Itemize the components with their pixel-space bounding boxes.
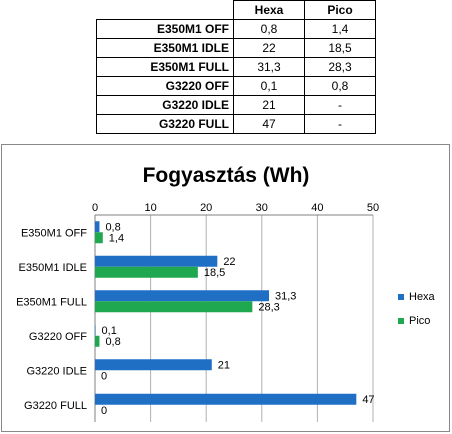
chart-title: Fogyasztás (Wh) [143, 164, 310, 187]
bar-hexa [95, 324, 96, 336]
table-row: G3220 IDLE 21 - [96, 95, 376, 115]
data-label-pico: 0 [101, 405, 107, 417]
legend-swatch-pico [398, 318, 404, 324]
bar-hexa [95, 221, 100, 233]
pico-value: - [304, 114, 376, 134]
legend-label-pico: Pico [409, 315, 430, 327]
category-label: E350M1 OFF [21, 227, 87, 239]
category-label: G3220 IDLE [26, 365, 87, 377]
data-label-hexa: 21 [218, 359, 230, 371]
category-label: E350M1 IDLE [19, 262, 87, 274]
category-label: G3220 OFF [29, 331, 87, 343]
pico-value: 1,4 [304, 19, 376, 39]
bar-pico [95, 266, 198, 278]
table-row: E350M1 IDLE 22 18,5 [96, 38, 376, 58]
table-row: E350M1 FULL 31,3 28,3 [96, 57, 376, 77]
hexa-value: 0,1 [233, 76, 305, 96]
row-label: E350M1 IDLE [96, 38, 234, 58]
bar-hexa [95, 359, 212, 371]
hexa-value: 21 [233, 95, 305, 115]
data-label-hexa: 47 [362, 394, 374, 406]
x-tick-label: 0 [92, 202, 98, 214]
hexa-value: 47 [233, 114, 305, 134]
data-label-hexa: 0,8 [105, 221, 120, 233]
row-label: G3220 IDLE [96, 95, 234, 115]
table-row: G3220 OFF 0,1 0,8 [96, 76, 376, 96]
bar-hexa [95, 255, 218, 267]
data-label-pico: 28,3 [258, 301, 279, 313]
column-header-pico: Pico [304, 0, 376, 20]
bar-pico [95, 232, 103, 244]
category-label: G3220 FULL [24, 400, 87, 412]
hexa-value: 31,3 [233, 57, 305, 77]
row-label: G3220 OFF [96, 76, 234, 96]
x-tick-label: 30 [256, 202, 268, 214]
pico-value: 0,8 [304, 76, 376, 96]
data-label-pico: 0,8 [105, 336, 120, 348]
data-label-hexa: 0,1 [102, 325, 117, 337]
bar-pico [95, 301, 253, 313]
legend-swatch-hexa [398, 294, 404, 300]
legend-label-hexa: Hexa [409, 291, 436, 303]
data-label-hexa: 22 [223, 256, 235, 268]
column-header-hexa: Hexa [233, 0, 305, 20]
bar-hexa [95, 393, 357, 405]
bar-hexa [95, 290, 270, 302]
data-label-hexa: 31,3 [275, 290, 296, 302]
pico-value: 18,5 [304, 38, 376, 58]
row-label: E350M1 OFF [96, 19, 234, 39]
table-row: G3220 FULL 47 - [96, 114, 376, 134]
data-table: Hexa Pico E350M1 OFF 0,8 1,4 E350M1 IDLE… [96, 0, 376, 134]
data-label-pico: 0 [101, 370, 107, 382]
x-tick-label: 10 [144, 202, 156, 214]
bar-pico [95, 335, 100, 347]
table-header-row: Hexa Pico [96, 0, 376, 20]
table-row: E350M1 OFF 0,8 1,4 [96, 19, 376, 39]
row-label: E350M1 FULL [96, 57, 234, 77]
data-label-pico: 1,4 [109, 232, 124, 244]
table-corner-cell [96, 0, 234, 20]
x-tick-label: 50 [367, 202, 379, 214]
data-label-pico: 18,5 [204, 267, 225, 279]
chart-frame: Fogyasztás (Wh) 0 10 20 30 40 50 E350M1 OFF E3… [1, 144, 450, 432]
hexa-value: 0,8 [233, 19, 305, 39]
bar-chart: Fogyasztás (Wh) 0 10 20 30 40 50 E350M1 OFF E3… [16, 164, 436, 422]
x-tick-label: 40 [311, 202, 323, 214]
hexa-value: 22 [233, 38, 305, 58]
pico-value: - [304, 95, 376, 115]
row-label: G3220 FULL [96, 114, 234, 134]
category-label: E350M1 FULL [16, 296, 87, 308]
pico-value: 28,3 [304, 57, 376, 77]
x-tick-label: 20 [200, 202, 212, 214]
